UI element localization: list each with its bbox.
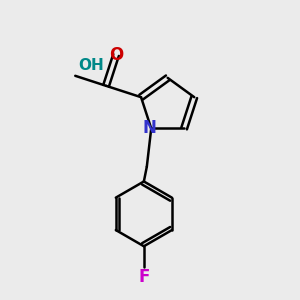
Text: O: O: [109, 46, 123, 64]
Text: N: N: [143, 119, 157, 137]
Text: F: F: [138, 268, 150, 286]
Text: OH: OH: [78, 58, 104, 73]
